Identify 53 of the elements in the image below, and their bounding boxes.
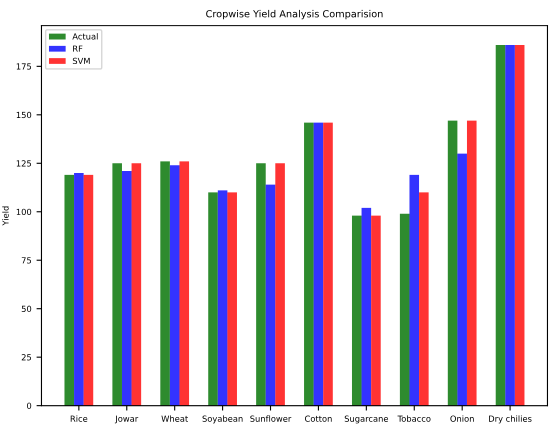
bar	[409, 174, 420, 406]
bar	[132, 163, 142, 406]
x-tick-label: Wheat	[161, 415, 188, 422]
bar	[74, 172, 84, 406]
bar	[275, 163, 285, 406]
bar	[400, 214, 410, 406]
bar	[160, 161, 170, 406]
x-tick-label: Rice	[70, 415, 88, 422]
bar	[64, 174, 74, 406]
x-tick-label: Dry chilies	[489, 415, 532, 424]
bar	[84, 174, 94, 406]
y-tick-label: 50	[22, 306, 32, 312]
bar	[112, 163, 122, 406]
bar	[170, 165, 180, 406]
bar	[304, 122, 314, 406]
x-tick-label: Sunflower	[250, 415, 292, 422]
x-tick-label: Cotton	[304, 416, 332, 422]
bar	[505, 45, 515, 406]
y-tick-label: 125	[16, 160, 32, 167]
bar	[179, 161, 190, 406]
y-tick-label: 0	[27, 402, 32, 409]
bar	[466, 120, 477, 406]
bar	[352, 216, 362, 406]
bar	[514, 45, 524, 406]
bar	[314, 122, 324, 406]
bar	[362, 208, 372, 406]
bar	[419, 192, 429, 406]
bar	[496, 45, 506, 406]
bar	[457, 154, 467, 406]
y-tick-label: 75	[22, 257, 32, 264]
legend-label: Actual	[72, 33, 98, 40]
y-axis-title: Yield	[2, 206, 9, 226]
y-tick-label: 150	[16, 112, 32, 118]
bar	[266, 184, 276, 406]
legend-label: RF	[73, 46, 82, 52]
bar	[371, 216, 381, 406]
bar	[448, 120, 458, 406]
x-tick-label: Soyabean	[202, 415, 243, 424]
bar	[227, 192, 237, 406]
x-tick-label: Tobacco	[398, 415, 431, 422]
legend-label: SVM	[72, 58, 90, 64]
y-tick-label: 175	[16, 63, 32, 70]
x-tick-label: Sugarcane	[344, 416, 388, 424]
bar	[208, 192, 218, 406]
x-tick-label: Onion	[450, 415, 474, 422]
bar	[323, 122, 333, 406]
bar	[218, 190, 228, 406]
y-tick-label: 25	[22, 354, 32, 360]
bar	[122, 171, 132, 406]
chart-title: Cropwise Yield Analysis Comparision	[206, 10, 383, 20]
bar	[256, 163, 266, 406]
x-tick-label: Jowar	[114, 416, 138, 424]
y-tick-label: 100	[16, 208, 32, 216]
